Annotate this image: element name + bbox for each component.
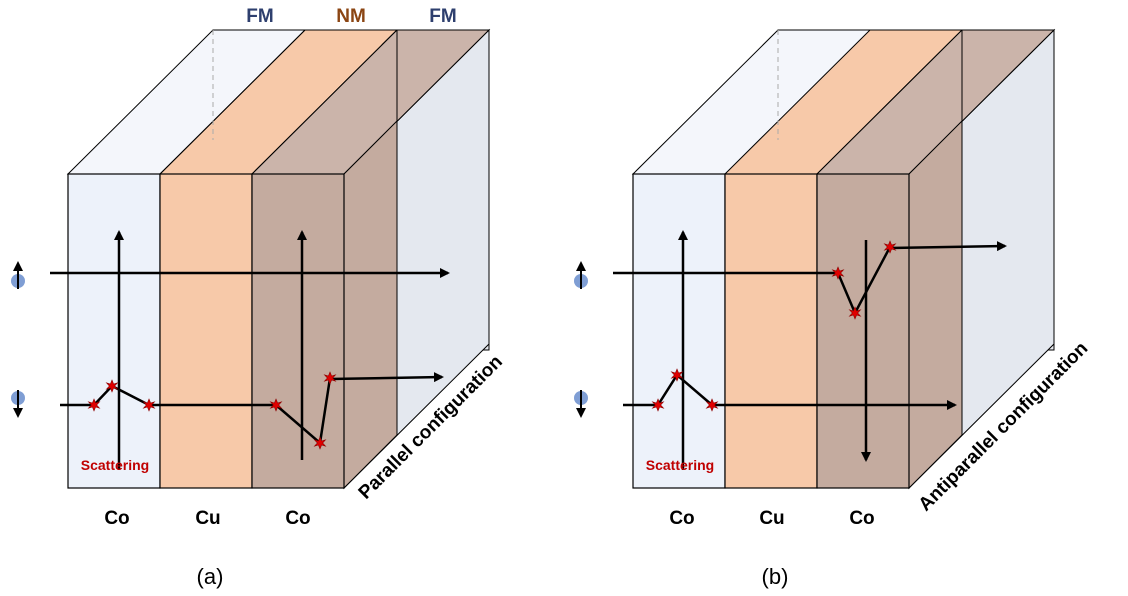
layer-label-b-co1: Co bbox=[669, 508, 694, 529]
spin-up-exit-b bbox=[889, 241, 1007, 252]
nm-label: NM bbox=[336, 6, 366, 27]
top-edge-a1 bbox=[159, 29, 306, 175]
layer-label-a-co2: Co bbox=[285, 508, 310, 529]
spin-down-path-b bbox=[623, 373, 713, 407]
co2-layer-front-b bbox=[816, 173, 910, 489]
spin-down-exit-a bbox=[329, 372, 444, 383]
layer-label-b-cu: Cu bbox=[759, 508, 784, 529]
layer-label-a-cu: Cu bbox=[195, 508, 220, 529]
fm-label-right: FM bbox=[429, 6, 456, 27]
scattering-label-b: Scattering bbox=[646, 457, 714, 473]
layer-label-a-co1: Co bbox=[104, 508, 129, 529]
co-layer-front-a bbox=[67, 173, 161, 489]
co2-slab-side-a bbox=[343, 119, 398, 490]
spin-up-path-b bbox=[613, 246, 892, 316]
co2-slab-side-b bbox=[908, 119, 963, 490]
panel-a: Scattering Co Cu Co Parallel configurati… bbox=[11, 6, 507, 589]
cu-layer-front-a bbox=[159, 173, 253, 489]
co-layer-front-b bbox=[632, 173, 726, 489]
caption-a: (a) bbox=[197, 564, 224, 589]
spin-down-ball-a bbox=[11, 390, 25, 418]
spin-up-ball-a bbox=[11, 261, 25, 289]
spin-down-ball-b bbox=[574, 390, 588, 418]
caption-b: (b) bbox=[762, 564, 789, 589]
layer-label-b-co2: Co bbox=[849, 508, 874, 529]
panel-b: Scattering Co Cu Co Antiparallel configu… bbox=[574, 28, 1092, 589]
scattering-label-a: Scattering bbox=[81, 457, 149, 473]
spin-up-ball-b bbox=[574, 261, 588, 289]
co2-layer-front-a bbox=[251, 173, 345, 489]
fm-label-left: FM bbox=[246, 6, 273, 27]
cu-layer-front-b bbox=[724, 173, 818, 489]
